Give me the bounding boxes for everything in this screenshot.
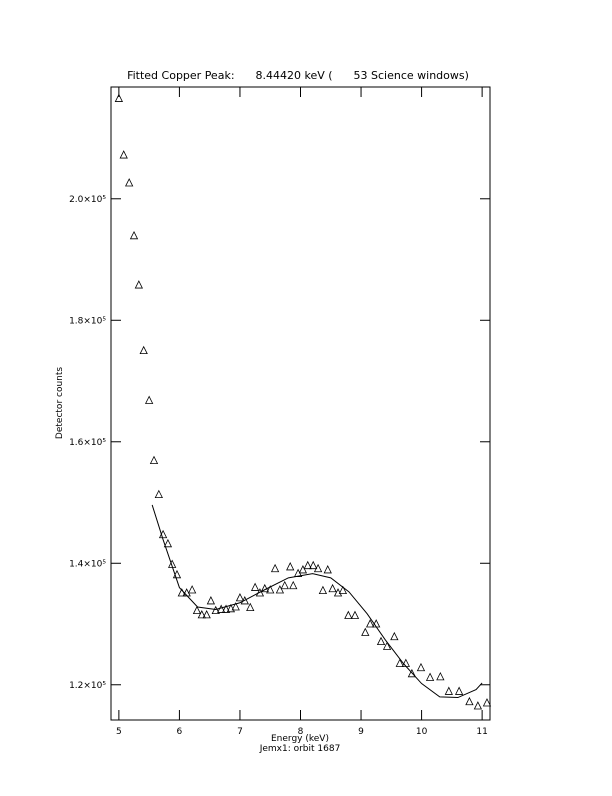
data-point: [163, 538, 173, 548]
data-point: [309, 560, 318, 570]
fit-line: [151, 504, 483, 699]
data-point: [473, 701, 483, 710]
data-point: [323, 565, 332, 574]
data-point: [192, 605, 202, 615]
data-point: [344, 610, 353, 619]
data-point: [361, 627, 370, 636]
data-point: [425, 672, 435, 681]
data-point: [197, 610, 206, 619]
data-point: [338, 585, 348, 595]
data-point: [235, 593, 245, 602]
data-point: [246, 602, 255, 612]
data-point: [275, 585, 285, 594]
y-tick-label: 1.4×10⁵: [69, 559, 106, 569]
data-point: [298, 565, 308, 574]
data-point: [318, 585, 328, 595]
data-point: [280, 580, 289, 590]
data-point: [149, 455, 159, 465]
data-point: [313, 563, 323, 573]
data-point: [250, 582, 260, 591]
data-point: [365, 619, 375, 628]
x-tick-label: 7: [237, 727, 243, 737]
y-tick-label: 1.8×10⁵: [69, 316, 106, 326]
data-point: [382, 641, 392, 650]
data-point: [206, 596, 216, 605]
data-point: [465, 696, 474, 706]
data-point: [444, 686, 453, 695]
y-tick-label: 1.6×10⁵: [69, 438, 106, 448]
data-point: [211, 605, 220, 615]
data-point: [202, 610, 211, 619]
y-axis-label: Detector counts: [55, 367, 65, 439]
data-point: [376, 636, 386, 646]
x-tick-label: 10: [416, 727, 428, 737]
data-point: [454, 686, 464, 695]
chart-title: Fitted Copper Peak: 8.44420 keV ( 53 Sci…: [127, 69, 469, 82]
data-point: [187, 585, 197, 594]
data-point: [482, 698, 492, 707]
data-point: [221, 604, 231, 613]
data-point: [416, 662, 426, 672]
data-point: [350, 610, 360, 619]
data-point: [154, 489, 163, 499]
data-point: [217, 604, 226, 613]
data-point: [328, 583, 337, 593]
data-point: [395, 658, 404, 667]
data-point: [231, 602, 240, 611]
subtitle: Jemx1: orbit 1687: [259, 744, 341, 754]
data-point: [303, 560, 312, 570]
data-point: [390, 631, 399, 641]
x-tick-label: 6: [177, 727, 183, 737]
y-tick-label: 2.0×10⁵: [69, 195, 106, 205]
data-point: [129, 230, 139, 240]
data-point: [119, 150, 128, 159]
x-tick-label: 8: [298, 727, 304, 737]
y-tick-label: 1.2×10⁵: [69, 681, 106, 691]
data-point: [270, 563, 280, 573]
data-point: [266, 585, 275, 594]
data-point: [407, 668, 417, 678]
data-point: [144, 395, 154, 404]
data-point: [286, 562, 295, 571]
x-tick-label: 9: [358, 727, 364, 737]
data-point: [114, 93, 124, 102]
x-tick-label: 5: [116, 727, 122, 737]
data-point: [289, 580, 298, 590]
x-tick-label: 11: [476, 727, 487, 737]
data-point: [436, 671, 445, 681]
data-point: [240, 596, 249, 605]
data-point: [255, 588, 265, 597]
data-point: [125, 178, 134, 187]
data-point: [139, 345, 148, 355]
x-axis-label: Energy (keV): [271, 734, 329, 744]
data-point: [134, 280, 143, 289]
